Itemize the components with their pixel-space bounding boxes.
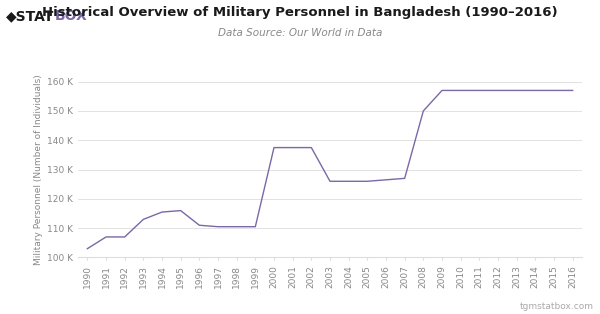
Y-axis label: Military Personnel (Number of Individuals): Military Personnel (Number of Individual… [34, 74, 43, 265]
Text: Historical Overview of Military Personnel in Bangladesh (1990–2016): Historical Overview of Military Personne… [42, 6, 558, 19]
Text: ◆STAT: ◆STAT [6, 9, 55, 24]
Text: Data Source: Our World in Data: Data Source: Our World in Data [218, 28, 382, 38]
Text: BOX: BOX [55, 9, 88, 24]
Text: tgmstatbox.com: tgmstatbox.com [520, 302, 594, 311]
